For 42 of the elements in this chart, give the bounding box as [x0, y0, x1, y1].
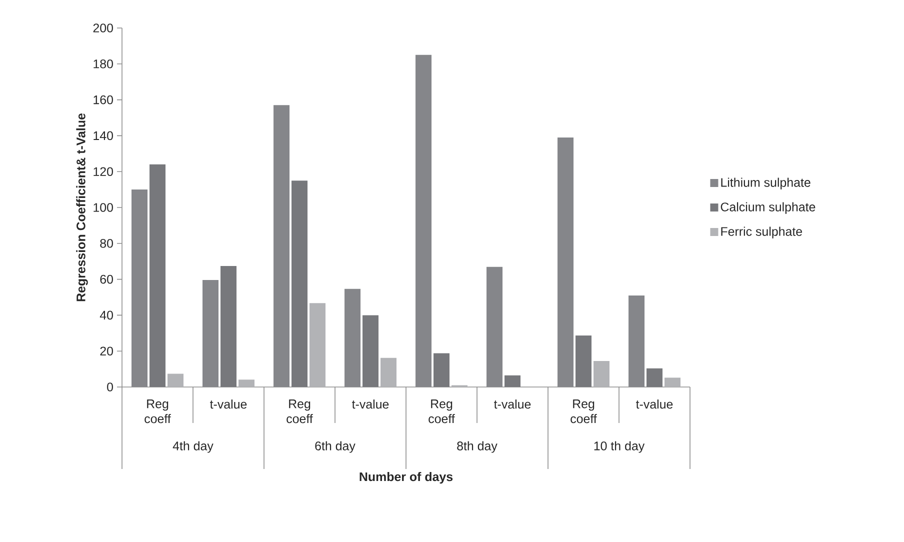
- bar: [238, 380, 254, 387]
- y-tick-label: 0: [107, 382, 113, 392]
- legend-label: Calcium sulphate: [720, 202, 816, 214]
- bar: [292, 180, 308, 387]
- x-tick-label: t-value: [494, 400, 531, 409]
- y-tick-label: 160: [94, 95, 113, 104]
- text: 8th day: [457, 441, 498, 453]
- text: 4th day: [172, 441, 214, 453]
- x-tick-label: Reg coeff: [144, 400, 171, 424]
- y-tick-label: 40: [100, 310, 113, 320]
- bar: [594, 360, 610, 387]
- bar: [576, 335, 592, 387]
- y-tick-label: 200: [93, 24, 113, 32]
- y-tick-label: 60: [100, 274, 113, 284]
- y-tick-label: 140: [94, 131, 113, 140]
- y-tick-label: 120: [94, 167, 113, 176]
- text: 6th day: [315, 441, 356, 453]
- bar: [220, 266, 237, 387]
- text: 10 th day: [594, 441, 645, 453]
- y-axis-title: Regression Coefficient& t-Value: [76, 113, 88, 302]
- bar: [434, 353, 450, 387]
- bar: [664, 378, 680, 387]
- x-tick-label: t-value: [636, 400, 673, 409]
- bar: [167, 374, 184, 387]
- x-tick-label: t-value: [210, 400, 247, 409]
- y-tick-label: 100: [94, 203, 113, 212]
- bar: [380, 358, 396, 387]
- bar: [362, 315, 379, 387]
- bar: [150, 164, 166, 387]
- y-tick-label: 20: [100, 346, 113, 356]
- bar: [504, 375, 521, 387]
- legend-label: Ferric sulphate: [721, 226, 802, 238]
- x-axis-title: Number of days: [360, 472, 453, 484]
- x-tick-label: Reg coeff: [428, 400, 455, 424]
- y-tick-label: 80: [100, 238, 113, 248]
- y-tick-label: 180: [94, 59, 113, 68]
- bar: [646, 368, 663, 387]
- legend-label: Lithium sulphate: [721, 178, 810, 190]
- x-tick-label: t-value: [352, 400, 389, 409]
- x-tick-label: Reg coeff: [570, 400, 597, 424]
- x-tick-label: Reg coeff: [286, 400, 313, 424]
- bar: [309, 303, 326, 387]
